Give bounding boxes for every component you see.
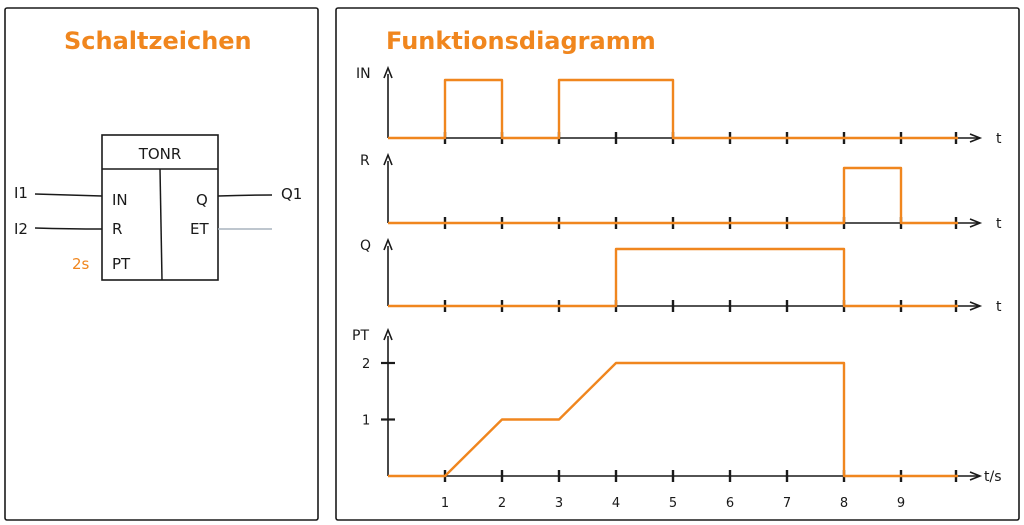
x-tick-label: 7 xyxy=(783,496,791,511)
wire-label-i2: I2 xyxy=(14,220,28,238)
wire-q1 xyxy=(217,194,273,197)
wire-i2 xyxy=(34,227,103,230)
r-x-arrow xyxy=(969,218,983,228)
block-input-r: R xyxy=(112,220,122,238)
pt-x-arrow xyxy=(969,471,983,481)
block-output-q: Q xyxy=(196,191,208,209)
tonr-block: TONR IN R PT Q ET xyxy=(101,134,219,281)
block-output-et: ET xyxy=(190,220,209,238)
r-axis-end-label: t xyxy=(996,216,1002,232)
pt-y-arrow xyxy=(383,327,393,341)
pt-y-tick-label: 2 xyxy=(362,357,370,372)
q-waveform xyxy=(388,247,958,308)
left-panel-frame xyxy=(4,7,319,521)
wire-label-i1: I1 xyxy=(14,184,28,202)
in-axis-end-label: t xyxy=(996,131,1002,147)
pt-waveform xyxy=(388,361,958,478)
block-input-pt: PT xyxy=(112,255,131,273)
r-y-arrow xyxy=(383,152,393,166)
in-waveform xyxy=(388,78,958,140)
in-x-arrow xyxy=(969,133,983,143)
in-y-arrow xyxy=(383,65,393,79)
x-tick-label: 4 xyxy=(612,496,620,511)
block-outline xyxy=(101,134,219,281)
q-signal-label: Q xyxy=(360,238,371,254)
in-signal-label: IN xyxy=(356,66,371,82)
x-tick-label: 3 xyxy=(555,496,563,511)
block-middle-divider xyxy=(159,168,163,281)
pt-signal-label: PT xyxy=(352,328,369,344)
q-x-arrow xyxy=(969,301,983,311)
wire-label-q1: Q1 xyxy=(281,185,302,203)
right-panel-frame xyxy=(335,7,1020,521)
x-tick-label: 1 xyxy=(441,496,449,511)
x-tick-label: 2 xyxy=(498,496,506,511)
timing-diagram: IN t Rt Qt PT t/s 1 2 1 2 3 4 5 6 7 8 9 xyxy=(352,65,1002,511)
r-signal-label: R xyxy=(360,153,370,169)
wires: I1 I2 2s Q1 xyxy=(14,184,302,273)
q-axis-end-label: t xyxy=(996,299,1002,315)
q-y-arrow xyxy=(383,237,393,251)
pt-axis-end-label: t/s xyxy=(984,469,1002,485)
x-tick-label: 8 xyxy=(840,496,848,511)
wire-i1 xyxy=(34,193,103,197)
block-name: TONR xyxy=(138,145,182,163)
block-input-in: IN xyxy=(112,191,128,209)
pt-y-tick-label: 1 xyxy=(362,414,370,429)
right-panel-title: Funktionsdiagramm xyxy=(386,27,656,55)
x-tick-label: 6 xyxy=(726,496,734,511)
r-waveform xyxy=(388,166,958,225)
preset-label: 2s xyxy=(72,255,90,273)
x-tick-label: 5 xyxy=(669,496,677,511)
x-tick-label: 9 xyxy=(897,496,905,511)
left-panel-title: Schaltzeichen xyxy=(64,27,252,55)
